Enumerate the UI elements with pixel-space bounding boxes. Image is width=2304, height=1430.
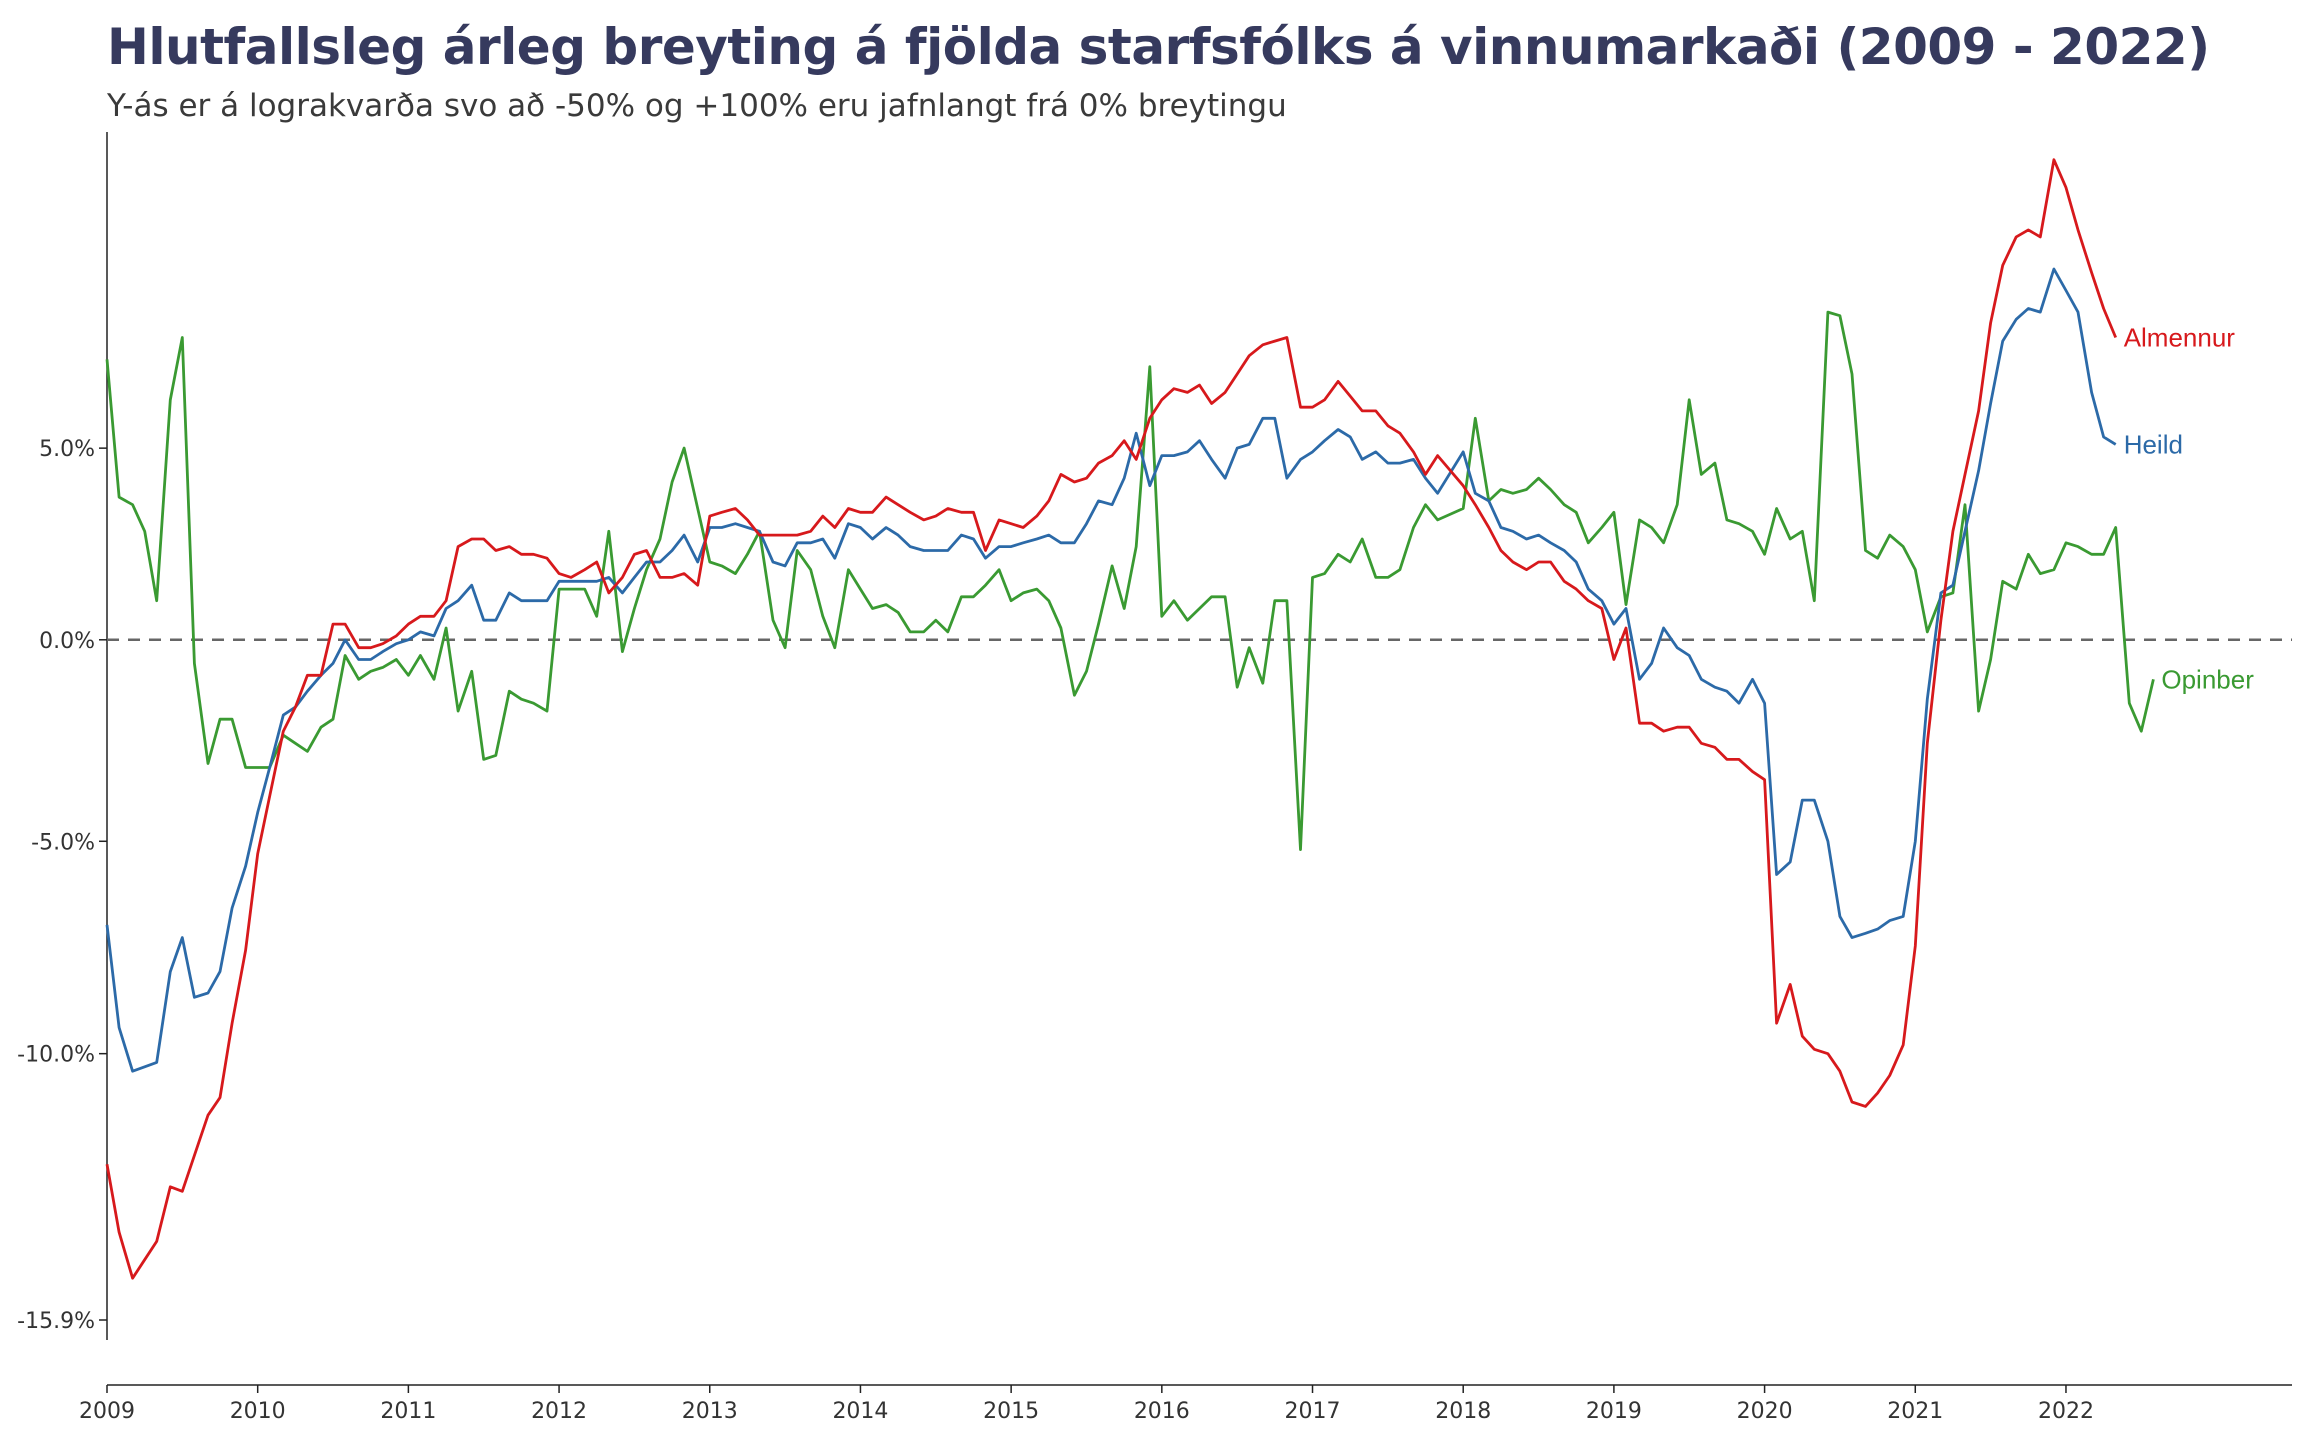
x-tick-label: 2016 <box>1134 1399 1190 1424</box>
y-tick-label: 5.0% <box>39 437 95 462</box>
chart-title: Hlutfallsleg árleg breyting á fjölda sta… <box>107 18 2210 76</box>
chart-subtitle: Y-ás er á lograkvarða svo að -50% og +10… <box>107 88 1287 124</box>
axes: 5.0% 0.0% -5.0% -10.0% -15.9% 2009 2010 2011 201… <box>17 132 2292 1424</box>
x-tick-label: 2015 <box>983 1399 1039 1424</box>
x-tick-label: 2017 <box>1285 1399 1341 1424</box>
x-tick-label: 2020 <box>1737 1399 1793 1424</box>
x-tick-label: 2009 <box>79 1399 135 1424</box>
series-line-opinber <box>105 310 2155 851</box>
x-tick-label: 2021 <box>1887 1399 1943 1424</box>
series-line-heild <box>105 267 2117 1073</box>
series-lines <box>105 158 2155 1280</box>
x-tick-label: 2012 <box>531 1399 587 1424</box>
series-labels: Opinber Heild Almennur <box>2124 322 2255 694</box>
series-label-opinber: Opinber <box>2161 664 2254 694</box>
y-tick-label: -5.0% <box>31 830 95 855</box>
series-line-almennur <box>105 158 2117 1280</box>
x-tick-label: 2018 <box>1435 1399 1491 1424</box>
y-tick-label: -10.0% <box>17 1043 95 1068</box>
series-label-heild: Heild <box>2124 429 2183 459</box>
series-label-almennur: Almennur <box>2124 322 2236 352</box>
x-tick-label: 2011 <box>380 1399 436 1424</box>
y-tick-label: -15.9% <box>17 1309 95 1334</box>
x-tick-label: 2014 <box>832 1399 888 1424</box>
x-tick-label: 2022 <box>2038 1399 2094 1424</box>
x-tick-label: 2013 <box>682 1399 738 1424</box>
x-tick-label: 2010 <box>230 1399 286 1424</box>
x-tick-label: 2019 <box>1586 1399 1642 1424</box>
y-tick-label: 0.0% <box>39 629 95 654</box>
